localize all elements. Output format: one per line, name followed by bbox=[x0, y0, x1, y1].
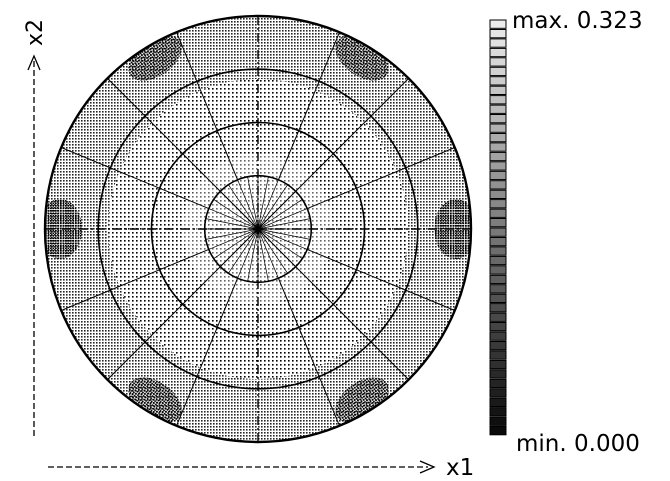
legend-step-17 bbox=[489, 180, 507, 190]
legend-step-25 bbox=[489, 255, 507, 266]
legend-step-32 bbox=[489, 322, 507, 332]
legend-step-22 bbox=[489, 227, 507, 237]
legend-step-27 bbox=[489, 274, 507, 285]
legend-step-5 bbox=[489, 66, 507, 77]
inner-spoke-10 bbox=[237, 228, 259, 279]
legend-step-41 bbox=[489, 407, 507, 417]
legend-step-12 bbox=[489, 133, 507, 143]
inner-spoke-4 bbox=[257, 228, 296, 267]
legend-step-0 bbox=[489, 19, 507, 29]
inner-spoke-3 bbox=[257, 228, 303, 259]
inner-spoke-1 bbox=[257, 228, 311, 240]
legend-step-19 bbox=[489, 199, 507, 209]
inner-spoke-20 bbox=[220, 191, 259, 230]
inner-spoke-28 bbox=[257, 191, 296, 230]
legend-step-40 bbox=[489, 397, 507, 408]
legend-step-43 bbox=[489, 426, 507, 436]
inner-spoke-22 bbox=[237, 179, 259, 230]
legend-step-20 bbox=[489, 208, 507, 218]
hot-spot-right bbox=[434, 199, 471, 259]
legend-step-35 bbox=[489, 350, 507, 360]
legend-step-29 bbox=[489, 293, 507, 304]
grid-spoke-3 bbox=[277, 278, 340, 426]
inner-spoke-21 bbox=[228, 184, 259, 230]
inner-spoke-27 bbox=[257, 184, 288, 230]
inner-spoke-11 bbox=[228, 228, 259, 274]
inner-spoke-17 bbox=[205, 218, 259, 230]
legend-max-label: max. 0.323 bbox=[512, 8, 643, 34]
legend-step-13 bbox=[489, 142, 507, 152]
polar-grid bbox=[43, 14, 473, 444]
legend-step-36 bbox=[489, 359, 507, 370]
grid-spoke-15 bbox=[307, 147, 455, 210]
legend-step-9 bbox=[489, 104, 507, 114]
x2-axis-label: x2 bbox=[23, 19, 48, 46]
legend-step-4 bbox=[489, 57, 507, 67]
legend-step-15 bbox=[489, 161, 507, 171]
legend-step-8 bbox=[489, 95, 507, 105]
hot-spot-left bbox=[45, 199, 82, 259]
legend-step-34 bbox=[489, 341, 507, 351]
legend-step-18 bbox=[489, 189, 507, 199]
inner-spoke-9 bbox=[247, 228, 259, 282]
legend-step-1 bbox=[489, 29, 507, 39]
grid-spoke-13 bbox=[277, 32, 340, 180]
inner-spoke-31 bbox=[257, 218, 311, 230]
legend-step-3 bbox=[489, 47, 507, 58]
inner-spoke-23 bbox=[247, 176, 259, 230]
x1-axis bbox=[48, 460, 436, 474]
legend-step-37 bbox=[489, 369, 507, 379]
legend-step-24 bbox=[489, 246, 507, 256]
inner-spoke-13 bbox=[213, 228, 259, 259]
grid-spoke-9 bbox=[61, 147, 209, 210]
legend-step-39 bbox=[489, 388, 507, 398]
value-legend-bar bbox=[489, 19, 507, 436]
legend-step-31 bbox=[489, 312, 507, 322]
grid-spoke-5 bbox=[176, 278, 239, 426]
legend-step-14 bbox=[489, 151, 507, 162]
legend-step-23 bbox=[489, 237, 507, 247]
inner-spoke-6 bbox=[257, 228, 279, 279]
inner-spoke-25 bbox=[257, 176, 269, 230]
inner-spoke-12 bbox=[220, 228, 259, 267]
inner-spoke-2 bbox=[257, 228, 308, 250]
legend-step-11 bbox=[489, 123, 507, 133]
legend-step-33 bbox=[489, 331, 507, 341]
legend-step-21 bbox=[489, 218, 507, 228]
x1-axis-label: x1 bbox=[446, 455, 474, 481]
x2-axis bbox=[27, 54, 41, 436]
legend-step-2 bbox=[489, 38, 507, 48]
legend-step-10 bbox=[489, 114, 507, 124]
inner-spoke-5 bbox=[257, 228, 288, 274]
legend-step-7 bbox=[489, 85, 507, 95]
inner-spoke-19 bbox=[213, 199, 259, 230]
inner-spoke-29 bbox=[257, 199, 303, 230]
legend-step-42 bbox=[489, 416, 507, 426]
inner-spoke-7 bbox=[257, 228, 269, 282]
legend-step-38 bbox=[489, 378, 507, 389]
legend-step-26 bbox=[489, 265, 507, 275]
legend-step-6 bbox=[489, 76, 507, 86]
legend-step-28 bbox=[489, 284, 507, 294]
grid-spoke-1 bbox=[307, 248, 455, 311]
legend-step-30 bbox=[489, 303, 507, 313]
inner-spoke-15 bbox=[205, 228, 259, 240]
grid-spoke-11 bbox=[176, 32, 239, 180]
inner-spoke-26 bbox=[257, 179, 279, 230]
inner-spoke-18 bbox=[208, 208, 259, 230]
inner-spoke-30 bbox=[257, 208, 308, 230]
grid-spoke-7 bbox=[61, 248, 209, 311]
legend-min-label: min. 0.000 bbox=[516, 431, 640, 457]
inner-spoke-14 bbox=[208, 228, 259, 250]
legend-step-16 bbox=[489, 170, 507, 181]
